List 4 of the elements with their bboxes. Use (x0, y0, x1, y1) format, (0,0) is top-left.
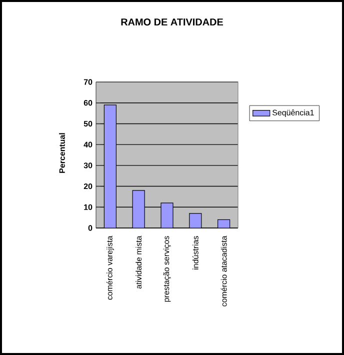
chart-title: RAMO DE ATIVIDADE (121, 18, 224, 26)
bar (132, 190, 145, 228)
bar (104, 104, 116, 228)
bar (189, 213, 202, 228)
